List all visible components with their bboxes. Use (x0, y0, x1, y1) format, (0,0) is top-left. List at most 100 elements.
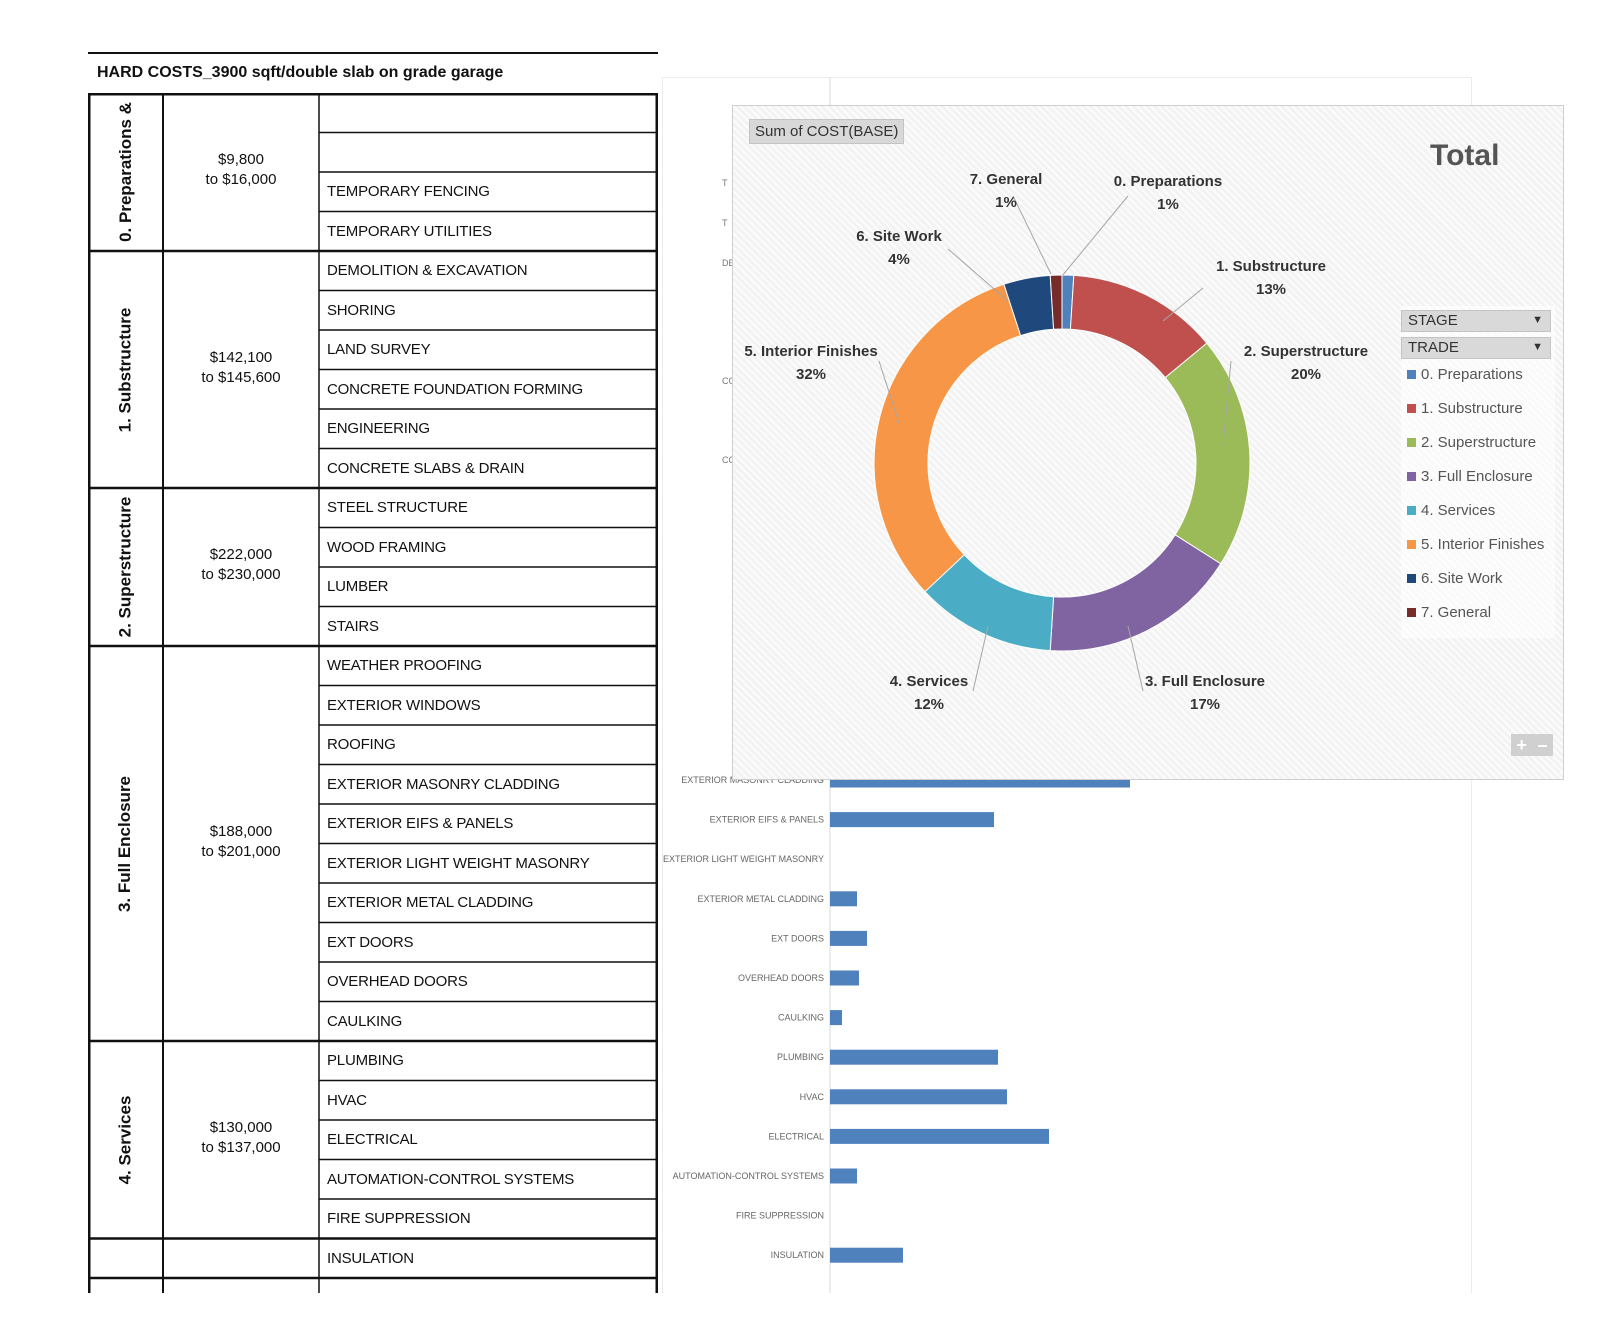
slice-label: 2. Superstructure (1244, 343, 1368, 360)
leader-line (1222, 360, 1232, 447)
trade-cell: CAULKING (327, 1012, 403, 1030)
trade-cell: EXT DOORS (327, 933, 414, 951)
plus-icon[interactable]: + (1516, 734, 1527, 755)
stage-label: 1. Substructure (115, 307, 135, 432)
trade-cell: PLUMBING (327, 1052, 404, 1069)
legend-item[interactable]: 3. Full Enclosure (1407, 468, 1533, 485)
cost-range-from: $188,000 (209, 822, 273, 840)
leader-line (878, 360, 901, 427)
trade-cell: ELECTRICAL (327, 1131, 418, 1148)
top-rule (88, 52, 658, 54)
cost-range-to: to $137,000 (201, 1138, 281, 1156)
bar (830, 1247, 903, 1263)
bar-chart-panel: TTDEMOLCONCRETE FOCONCEXTERIOR MASONRY C… (662, 77, 1472, 1293)
trade-cell: EXTERIOR WINDOWS (327, 696, 481, 714)
bar (830, 812, 994, 828)
stage-cell: 3. Full Enclosure (88, 646, 163, 1041)
cost-range-from: $130,000 (209, 1118, 273, 1136)
leader-line (1012, 195, 1052, 275)
trade-cell: TEMPORARY UTILITIES (327, 222, 492, 240)
stage-label: 4. Services (115, 1095, 135, 1185)
cost-range-from: $222,000 (209, 546, 273, 563)
cost-range-to: to $145,600 (201, 368, 281, 386)
legend-item[interactable]: 4. Services (1407, 502, 1495, 519)
leader-line (1127, 625, 1144, 692)
slice-percent: 4% (888, 251, 910, 268)
trade-cell: SHORING (327, 301, 396, 319)
trade-cell: EXTERIOR MASONRY CLADDING (327, 775, 560, 793)
bar (830, 1168, 857, 1184)
stage-label: 2. Superstructure (115, 496, 135, 638)
zoom-controls[interactable]: + – (1511, 734, 1553, 756)
slice-label: 0. Preparations (1114, 173, 1222, 190)
legend-item[interactable]: 6. Site Work (1407, 570, 1502, 587)
bar-tick-label: INSULATION (771, 1250, 824, 1260)
legend-item[interactable]: 2. Superstructure (1407, 434, 1536, 451)
trade-cell: DEMOLITION & EXCAVATION (327, 262, 528, 279)
stage-filter-label: STAGE (1408, 312, 1458, 329)
bar-tick-label: HVAC (800, 1092, 825, 1102)
slice-percent: 1% (1157, 196, 1179, 213)
partial-tick-label: T (722, 218, 728, 228)
trade-cell: CONCRETE FOUNDATION FORMING (327, 380, 583, 398)
doughnut-slice (1049, 534, 1222, 652)
bar (830, 970, 859, 986)
bar-tick-label: PLUMBING (777, 1052, 824, 1062)
trade-cell: HVAC (327, 1091, 367, 1109)
bar-chart: TTDEMOLCONCRETE FOCONCEXTERIOR MASONRY C… (663, 77, 1130, 1293)
slice-percent: 20% (1291, 366, 1321, 383)
bar (830, 891, 857, 907)
trade-filter-button[interactable]: TRADE ▼ (1401, 337, 1551, 359)
trade-cell: EXTERIOR METAL CLADDING (327, 894, 534, 911)
legend-swatch (1407, 437, 1416, 447)
field-button-sum-cost[interactable]: Sum of COST(BASE) (749, 119, 905, 144)
stage-filter-button[interactable]: STAGE ▼ (1401, 310, 1551, 332)
legend-item[interactable]: 5. Interior Finishes (1407, 536, 1544, 553)
legend-swatch (1407, 573, 1416, 583)
trade-cell: WOOD FRAMING (327, 538, 447, 556)
stage-cell (88, 1239, 163, 1279)
legend-label: 7. General (1421, 604, 1492, 621)
leader-line (1061, 195, 1129, 277)
trade-cell: AUTOMATION-CONTROL SYSTEMS (327, 1170, 575, 1188)
bar-tick-label: CAULKING (778, 1013, 824, 1023)
cost-range: $142,100 to $145,600 (163, 348, 319, 388)
legend-label: 1. Substructure (1421, 400, 1523, 417)
doughnut-slice (1049, 274, 1063, 330)
trade-cell: INSULATION (327, 1249, 414, 1267)
trade-filter-label: TRADE (1408, 339, 1459, 356)
chart-title: Total (1430, 139, 1500, 172)
document-title: HARD COSTS_3900 sqft/double slab on grad… (97, 64, 504, 81)
leader-line (947, 248, 1009, 302)
stage-cell: 4. Services (88, 1041, 163, 1239)
legend-label: 0. Preparations (1421, 366, 1523, 383)
cost-range-to: to $201,000 (201, 842, 281, 860)
trade-cell: STAIRS (327, 617, 379, 635)
stage-label: 3. Full Enclosure (115, 775, 135, 912)
trade-cell: LAND SURVEY (327, 341, 431, 358)
doughnut-slice (1164, 342, 1251, 565)
trade-cell: EXTERIOR EIFS & PANELS (327, 815, 514, 832)
cost-range: $130,000 to $137,000 (163, 1118, 319, 1158)
legend-item[interactable]: 0. Preparations (1407, 366, 1523, 383)
slice-label: 4. Services (890, 673, 968, 690)
slice-percent: 17% (1190, 696, 1220, 713)
bar (830, 1128, 1049, 1144)
legend-label: 4. Services (1421, 502, 1496, 519)
bar-tick-label: FIRE SUPPRESSION (736, 1211, 824, 1221)
stage-cell: 0. Preparations & (88, 93, 163, 251)
bar (830, 930, 867, 946)
legend-item[interactable]: 7. General (1407, 604, 1491, 621)
table-grid (88, 93, 658, 1293)
legend-swatch (1407, 369, 1416, 379)
leader-line (972, 625, 989, 692)
minus-icon[interactable]: – (1537, 734, 1548, 755)
bar-tick-label: AUTOMATION-CONTROL SYSTEMS (673, 1171, 824, 1181)
slice-percent: 13% (1256, 281, 1286, 298)
cost-range-to: to $16,000 (205, 171, 277, 188)
cost-range-from: $9,800 (218, 151, 264, 168)
legend-item[interactable]: 1. Substructure (1407, 400, 1523, 417)
trade-cell: EXTERIOR LIGHT WEIGHT MASONRY (327, 854, 590, 872)
doughnut-chart: 0. Preparations 1% 1. Substructure 13% 2. Su… (744, 171, 1368, 713)
legend-swatch (1407, 539, 1416, 549)
